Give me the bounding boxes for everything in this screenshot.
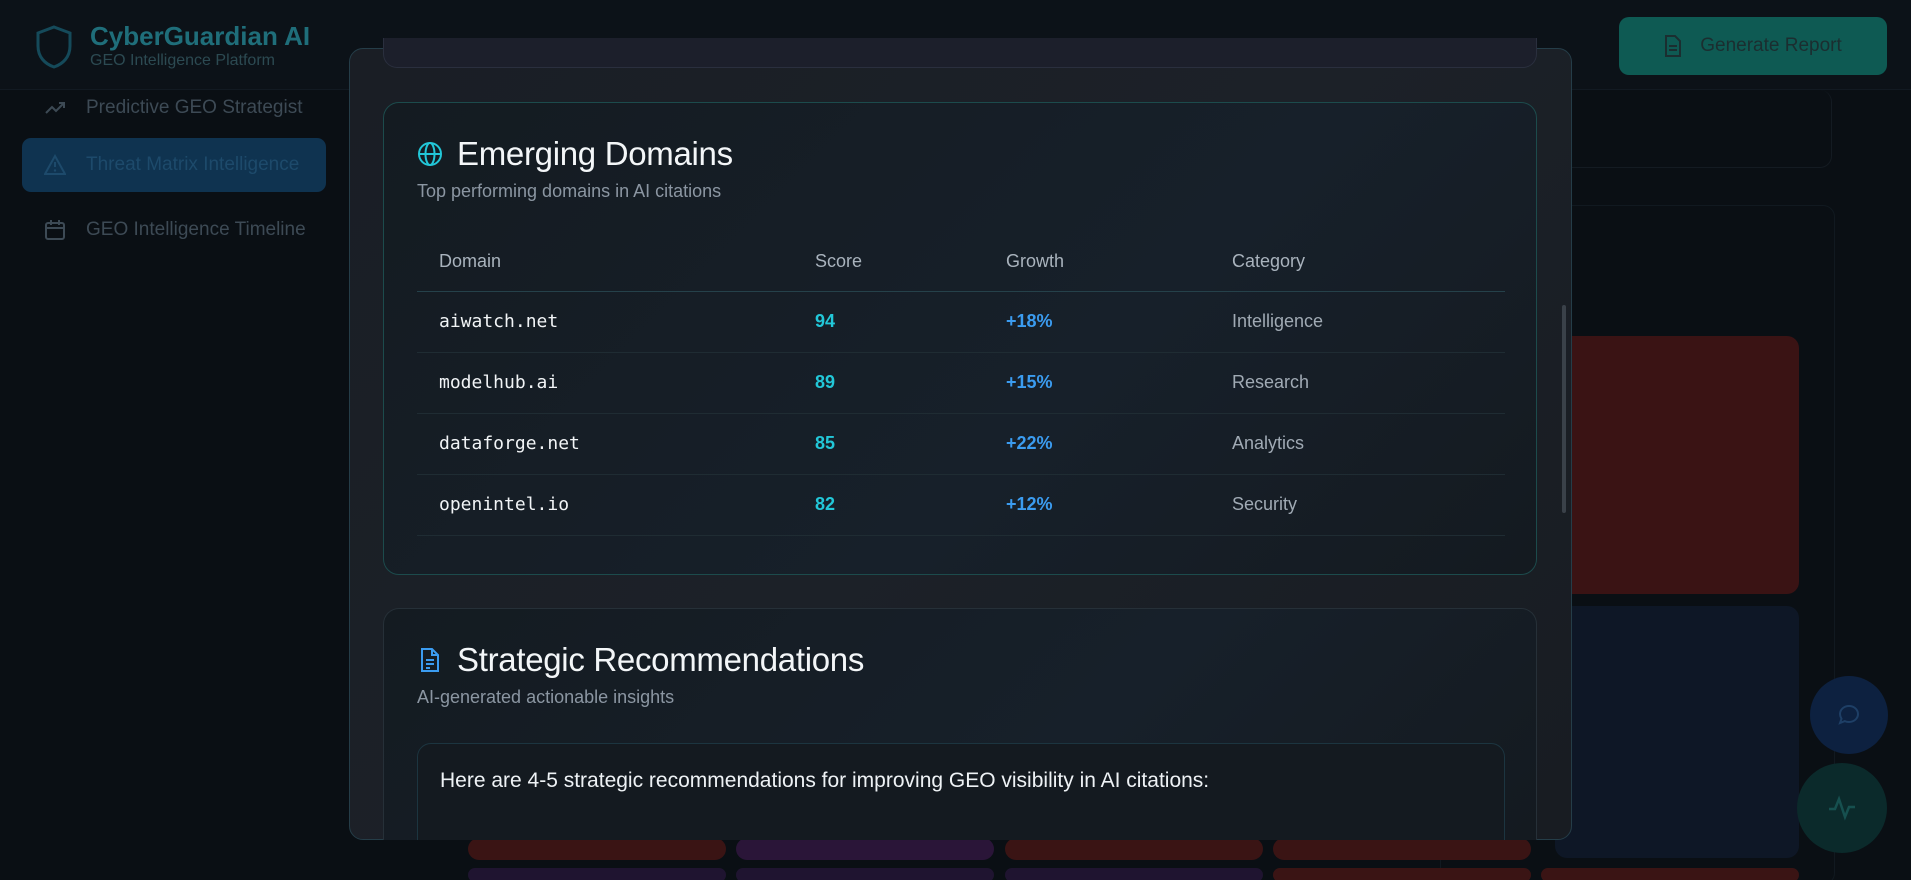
brand[interactable]: CyberGuardian AI GEO Intelligence Platfo… [34,22,310,72]
category-cell: Intelligence [1210,291,1505,353]
table-header-row: Domain Score Growth Category [417,233,1505,292]
sidebar: Predictive GEO Strategist Threat Matrix … [0,90,350,880]
column-header-growth: Growth [984,233,1210,292]
score-cell: 85 [793,413,984,475]
brand-subtitle: GEO Intelligence Platform [90,52,275,69]
generate-report-label: Generate Report [1700,35,1842,56]
file-icon [1665,35,1682,57]
sidebar-item-label: Predictive GEO Strategist [86,97,303,118]
domain-cell: openintel.io [417,474,793,536]
brand-title: CyberGuardian AI [90,21,311,51]
threat-tile [1005,868,1263,880]
category-cell: Research [1210,352,1505,414]
trend-icon [45,102,65,114]
score-cell: 89 [793,352,984,414]
modal-scrollbar[interactable] [1562,305,1566,513]
alert-triangle-icon [44,154,66,175]
chat-icon [1838,704,1860,725]
threat-tile [1273,838,1531,860]
sidebar-item-label: GEO Intelligence Timeline [86,219,306,240]
shield-icon [36,25,72,69]
domain-cell: aiwatch.net [417,291,793,353]
card-title: Strategic Recommendations [457,641,865,678]
card-subtitle: AI-generated actionable insights [417,687,675,707]
threat-tile [1555,606,1799,858]
card-subtitle: Top performing domains in AI citations [417,181,722,201]
document-icon [421,648,439,672]
score-cell: 94 [793,291,984,353]
column-header-score: Score [793,233,984,292]
sidebar-item-label: Threat Matrix Intelligence [86,154,300,175]
calendar-icon [45,220,65,240]
threat-tile [1273,868,1531,880]
card-header: Strategic Recommendations [417,641,864,679]
recommendations-box: Here are 4-5 strategic recommendations f… [417,743,1505,840]
strategic-recommendations-card: Strategic Recommendations AI-generated a… [383,608,1537,840]
chat-button[interactable] [1810,676,1888,754]
emerging-domains-card: Emerging Domains Top performing domains … [383,102,1537,575]
threat-tile [468,868,726,880]
card-title: Emerging Domains [457,135,733,172]
column-header-category: Category [1210,233,1505,292]
threat-tile [1541,868,1799,880]
threat-tile [1005,838,1263,860]
domain-cell: dataforge.net [417,413,793,475]
previous-card-bottom [383,38,1537,68]
activity-icon [1829,795,1855,821]
growth-cell: +15% [984,352,1210,414]
sidebar-item-geo-intelligence-timeline[interactable]: GEO Intelligence Timeline [22,203,326,257]
table-row: openintel.io 82 +12% Security [417,474,1505,536]
sidebar-item-threat-matrix-intelligence[interactable]: Threat Matrix Intelligence [22,138,326,192]
domains-table: Domain Score Growth Category aiwatch.net… [417,233,1505,536]
category-cell: Analytics [1210,413,1505,475]
threat-tile [1555,336,1799,594]
score-cell: 82 [793,474,984,536]
threat-tile [736,838,994,860]
card-header: Emerging Domains [417,135,733,173]
threat-tile [468,838,726,860]
recommendations-intro: Here are 4-5 strategic recommendations f… [440,769,1210,792]
category-cell: Security [1210,474,1505,536]
growth-cell: +12% [984,474,1210,536]
growth-cell: +22% [984,413,1210,475]
globe-icon [418,142,442,166]
threat-tile [736,868,994,880]
generate-report-button[interactable]: Generate Report [1619,17,1887,75]
table-row: dataforge.net 85 +22% Analytics [417,413,1505,475]
growth-cell: +18% [984,291,1210,353]
sidebar-item-predictive-geo-strategist[interactable]: Predictive GEO Strategist [22,81,326,135]
table-row: aiwatch.net 94 +18% Intelligence [417,291,1505,353]
domain-cell: modelhub.ai [417,352,793,414]
activity-button[interactable] [1797,763,1887,853]
column-header-domain: Domain [417,233,793,292]
table-row: modelhub.ai 89 +15% Research [417,352,1505,414]
